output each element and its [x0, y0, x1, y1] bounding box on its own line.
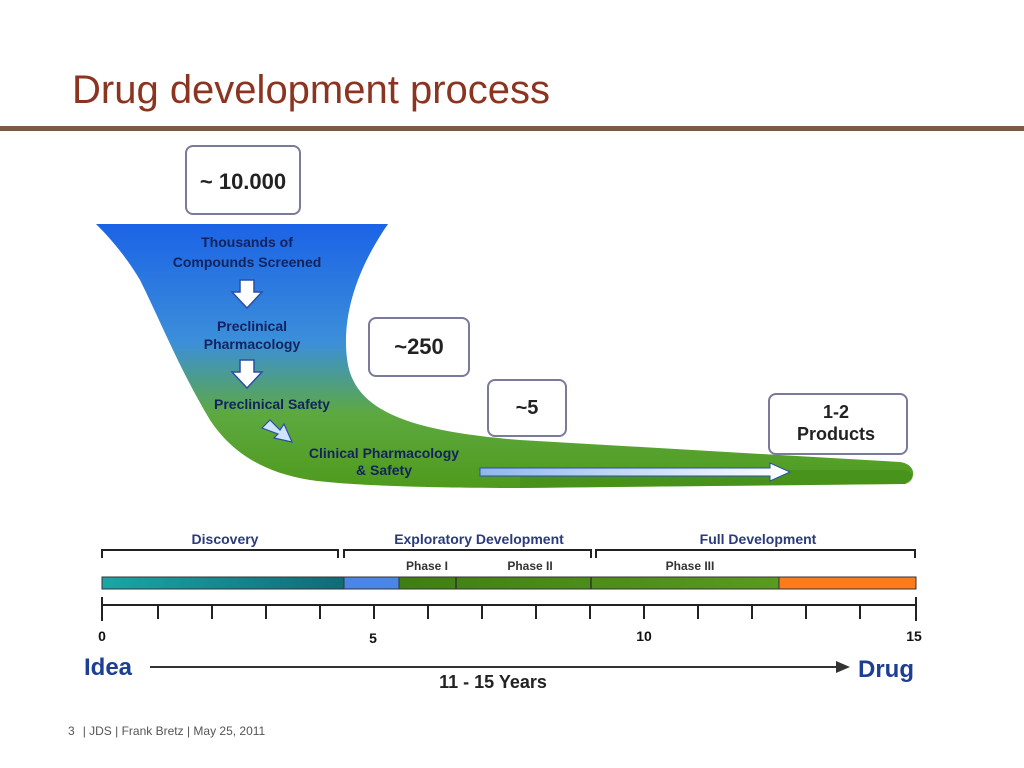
count-products-line2: Products [797, 424, 875, 444]
count-box-compounds: ~ 10.000 [185, 145, 301, 215]
tick-label-0: 0 [98, 628, 106, 644]
timeline-bar [101, 576, 917, 590]
progress-arrow-icon [479, 462, 792, 482]
phase-full-development: Full Development [700, 531, 817, 547]
count-box-clinical: ~5 [487, 379, 567, 437]
down-arrow-icon [230, 279, 264, 310]
bar-segment-submission [778, 576, 917, 590]
bracket-exploratory [343, 549, 592, 558]
stage-label-screened-line2: Compounds Screened [173, 254, 322, 270]
year-axis [101, 597, 917, 621]
tick-label-10: 10 [636, 628, 652, 644]
funnel-shape [96, 224, 914, 488]
start-label-idea: Idea [84, 654, 133, 681]
page-number: 3 [68, 724, 75, 738]
count-preclinical: ~250 [394, 334, 444, 359]
subphase-phase-2: Phase II [507, 559, 552, 573]
tick-label-15: 15 [906, 628, 922, 644]
count-products-line1: 1-2 [823, 402, 849, 422]
stage-label-screened-line1: Thousands of [201, 234, 293, 250]
bar-segment-discovery [101, 576, 345, 590]
stage-label-pharmacology-line2: Pharmacology [204, 336, 301, 352]
stage-label-clinical-line2: & Safety [356, 462, 412, 478]
count-box-products: 1-2 Products [768, 393, 908, 455]
bar-segment-phase-1 [343, 576, 400, 590]
phase-exploratory: Exploratory Development [394, 531, 564, 547]
bracket-full-development [595, 549, 916, 558]
down-arrow-icon [230, 359, 264, 390]
count-clinical: ~5 [516, 397, 539, 419]
end-label-drug: Drug [858, 656, 914, 683]
phase-discovery: Discovery [192, 531, 259, 547]
slide-title: Drug development process [72, 68, 551, 112]
footer-info: | JDS | Frank Bretz | May 25, 2011 [82, 724, 266, 738]
stage-label-pharmacology-line1: Preclinical [217, 318, 287, 334]
subphase-phase-1: Phase I [406, 559, 448, 573]
count-box-preclinical: ~250 [368, 317, 470, 377]
arrow-head-icon [836, 661, 850, 673]
title-divider [0, 126, 1024, 131]
stage-label-safety: Preclinical Safety [214, 396, 330, 412]
stage-label-clinical-line1: Clinical Pharmacology [309, 445, 459, 461]
count-compounds: ~ 10.000 [200, 169, 286, 194]
tick-label-5: 5 [369, 630, 377, 646]
diagonal-arrow-icon [260, 419, 294, 443]
duration-label: 11 - 15 Years [439, 672, 547, 692]
subphase-phase-3: Phase III [666, 559, 715, 573]
slide-footer: 3 | JDS | Frank Bretz | May 25, 2011 [68, 724, 273, 738]
bracket-discovery [101, 549, 339, 558]
